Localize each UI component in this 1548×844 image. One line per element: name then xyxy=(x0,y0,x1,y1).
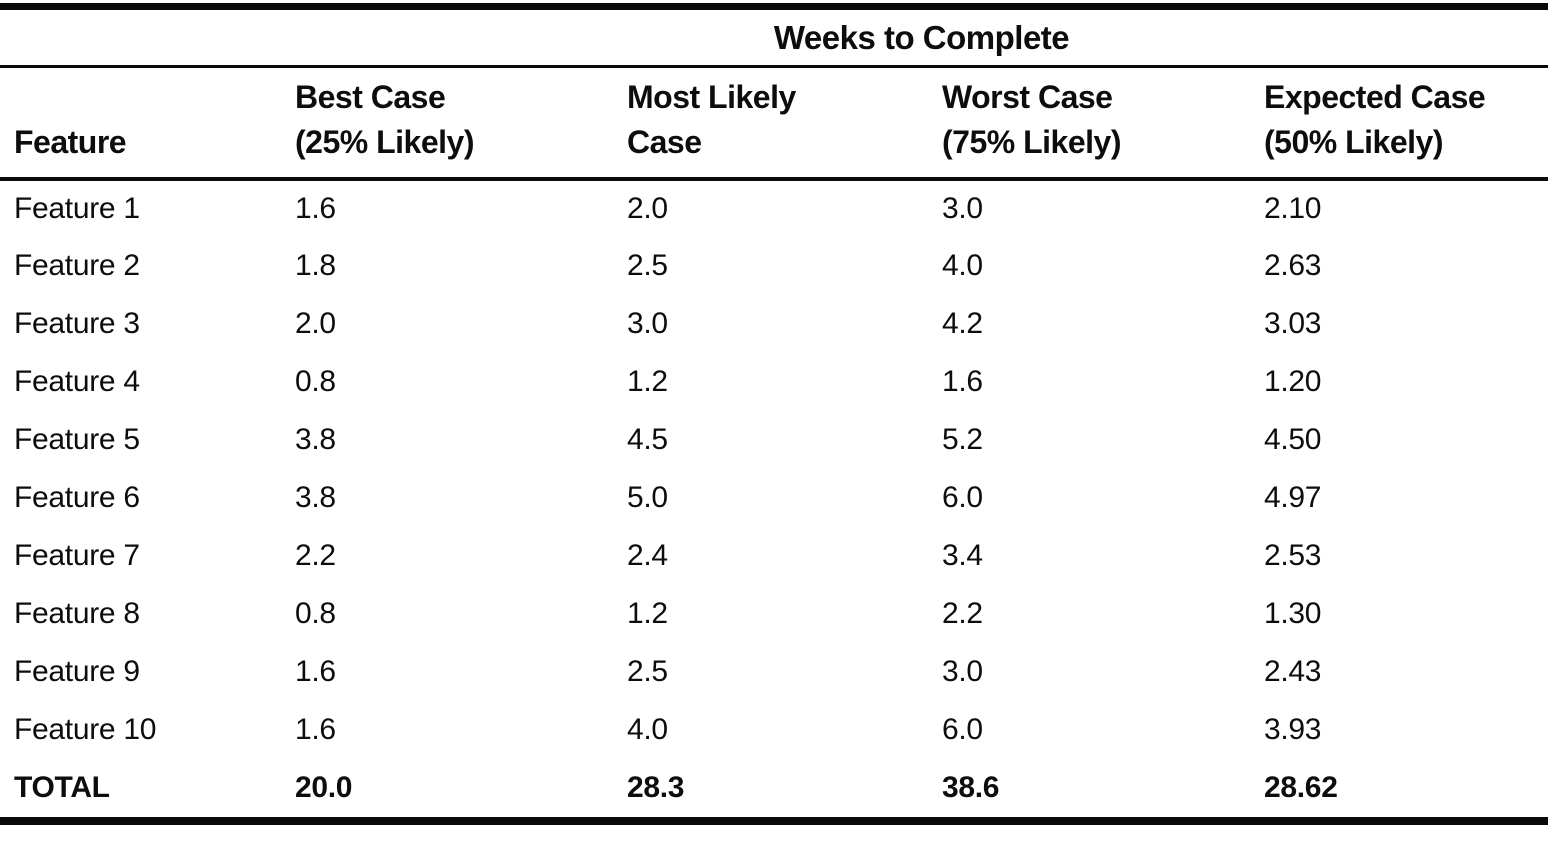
column-header-worst-case: Worst Case (75% Likely) xyxy=(930,66,1252,181)
column-header-expected-case: Expected Case (50% Likely) xyxy=(1252,66,1548,181)
worst-case-cell: 4.2 xyxy=(942,306,983,340)
header-line: Expected Case xyxy=(1264,78,1486,115)
table-row-feature-7: Feature 7 2.2 2.4 3.4 2.53 xyxy=(0,527,1548,585)
best-case-cell: 0.8 xyxy=(295,596,336,630)
total-most-likely-cell: 28.3 xyxy=(615,758,930,825)
header-line: (50% Likely) xyxy=(1264,123,1443,160)
expected-case-cell: 1.30 xyxy=(1264,596,1322,630)
best-case-cell: 1.6 xyxy=(295,654,336,688)
expected-case-cell: 2.53 xyxy=(1264,538,1322,572)
feature-cell: Feature 5 xyxy=(14,422,140,456)
header-line: Case xyxy=(627,123,702,160)
most-likely-cell: 2.5 xyxy=(627,248,668,282)
expected-case-cell: 4.50 xyxy=(1264,422,1322,456)
most-likely-cell: 2.5 xyxy=(627,654,668,688)
best-case-cell: 1.6 xyxy=(295,712,336,746)
most-likely-cell: 4.5 xyxy=(627,422,668,456)
feature-cell: Feature 2 xyxy=(14,248,140,282)
table-row-feature-10: Feature 10 1.6 4.0 6.0 3.93 xyxy=(0,701,1548,759)
column-header-best-case: Best Case (25% Likely) xyxy=(283,66,615,181)
expected-case-cell: 1.20 xyxy=(1264,364,1322,398)
header-line: Worst Case xyxy=(942,78,1113,115)
feature-cell: Feature 3 xyxy=(14,306,140,340)
table-row-feature-6: Feature 6 3.8 5.0 6.0 4.97 xyxy=(0,469,1548,527)
expected-case-cell: 2.10 xyxy=(1264,191,1322,225)
worst-case-cell: 1.6 xyxy=(942,364,983,398)
worst-case-cell: 4.0 xyxy=(942,248,983,282)
worst-case-cell: 6.0 xyxy=(942,480,983,514)
expected-case-cell: 2.63 xyxy=(1264,248,1322,282)
most-likely-cell: 4.0 xyxy=(627,712,668,746)
worst-case-cell: 3.0 xyxy=(942,654,983,688)
column-header-row: Feature Best Case (25% Likely) Most Like… xyxy=(0,66,1548,181)
most-likely-cell: 5.0 xyxy=(627,480,668,514)
feature-cell: Feature 9 xyxy=(14,654,140,688)
feature-cell: Feature 1 xyxy=(14,191,140,225)
table-row-feature-2: Feature 2 1.8 2.5 4.0 2.63 xyxy=(0,237,1548,295)
total-label-cell: TOTAL xyxy=(0,758,283,825)
table-row-feature-4: Feature 4 0.8 1.2 1.6 1.20 xyxy=(0,353,1548,411)
most-likely-cell: 1.2 xyxy=(627,364,668,398)
feature-cell: Feature 7 xyxy=(14,538,140,572)
expected-case-cell: 3.03 xyxy=(1264,306,1322,340)
table-row-total: TOTAL 20.0 28.3 38.6 28.62 xyxy=(0,758,1548,825)
best-case-cell: 2.0 xyxy=(295,306,336,340)
header-line: Most Likely xyxy=(627,78,796,115)
table-row-feature-1: Feature 1 1.6 2.0 3.0 2.10 xyxy=(0,179,1548,237)
column-header-most-likely: Most Likely Case xyxy=(615,66,930,181)
table-row-feature-3: Feature 3 2.0 3.0 4.2 3.03 xyxy=(0,295,1548,353)
best-case-cell: 3.8 xyxy=(295,422,336,456)
best-case-cell: 1.6 xyxy=(295,191,336,225)
spanner-spacer-cell xyxy=(0,6,283,68)
best-case-cell: 0.8 xyxy=(295,364,336,398)
feature-cell: Feature 10 xyxy=(14,712,157,746)
spanner-header-row: Weeks to Complete xyxy=(0,6,1548,68)
total-expected-case-cell: 28.62 xyxy=(1252,758,1548,825)
most-likely-cell: 1.2 xyxy=(627,596,668,630)
worst-case-cell: 6.0 xyxy=(942,712,983,746)
expected-case-cell: 4.97 xyxy=(1264,480,1322,514)
table-row-feature-8: Feature 8 0.8 1.2 2.2 1.30 xyxy=(0,585,1548,643)
header-line: (25% Likely) xyxy=(295,123,474,160)
most-likely-cell: 2.0 xyxy=(627,191,668,225)
table-row-feature-9: Feature 9 1.6 2.5 3.0 2.43 xyxy=(0,643,1548,701)
spanner-title: Weeks to Complete xyxy=(283,6,1548,68)
most-likely-cell: 3.0 xyxy=(627,306,668,340)
column-header-feature: Feature xyxy=(0,66,283,181)
worst-case-cell: 2.2 xyxy=(942,596,983,630)
header-line: (75% Likely) xyxy=(942,123,1121,160)
best-case-cell: 2.2 xyxy=(295,538,336,572)
feature-estimation-table: Weeks to Complete Feature Best Case (25%… xyxy=(0,3,1548,825)
worst-case-cell: 3.0 xyxy=(942,191,983,225)
total-worst-case-cell: 38.6 xyxy=(930,758,1252,825)
expected-case-cell: 2.43 xyxy=(1264,654,1322,688)
table-row-feature-5: Feature 5 3.8 4.5 5.2 4.50 xyxy=(0,411,1548,469)
feature-cell: Feature 4 xyxy=(14,364,140,398)
worst-case-cell: 5.2 xyxy=(942,422,983,456)
feature-cell: Feature 6 xyxy=(14,480,140,514)
header-line: Best Case xyxy=(295,78,446,115)
best-case-cell: 3.8 xyxy=(295,480,336,514)
best-case-cell: 1.8 xyxy=(295,248,336,282)
expected-case-cell: 3.93 xyxy=(1264,712,1322,746)
feature-cell: Feature 8 xyxy=(14,596,140,630)
total-best-case-cell: 20.0 xyxy=(283,758,615,825)
most-likely-cell: 2.4 xyxy=(627,538,668,572)
worst-case-cell: 3.4 xyxy=(942,538,983,572)
